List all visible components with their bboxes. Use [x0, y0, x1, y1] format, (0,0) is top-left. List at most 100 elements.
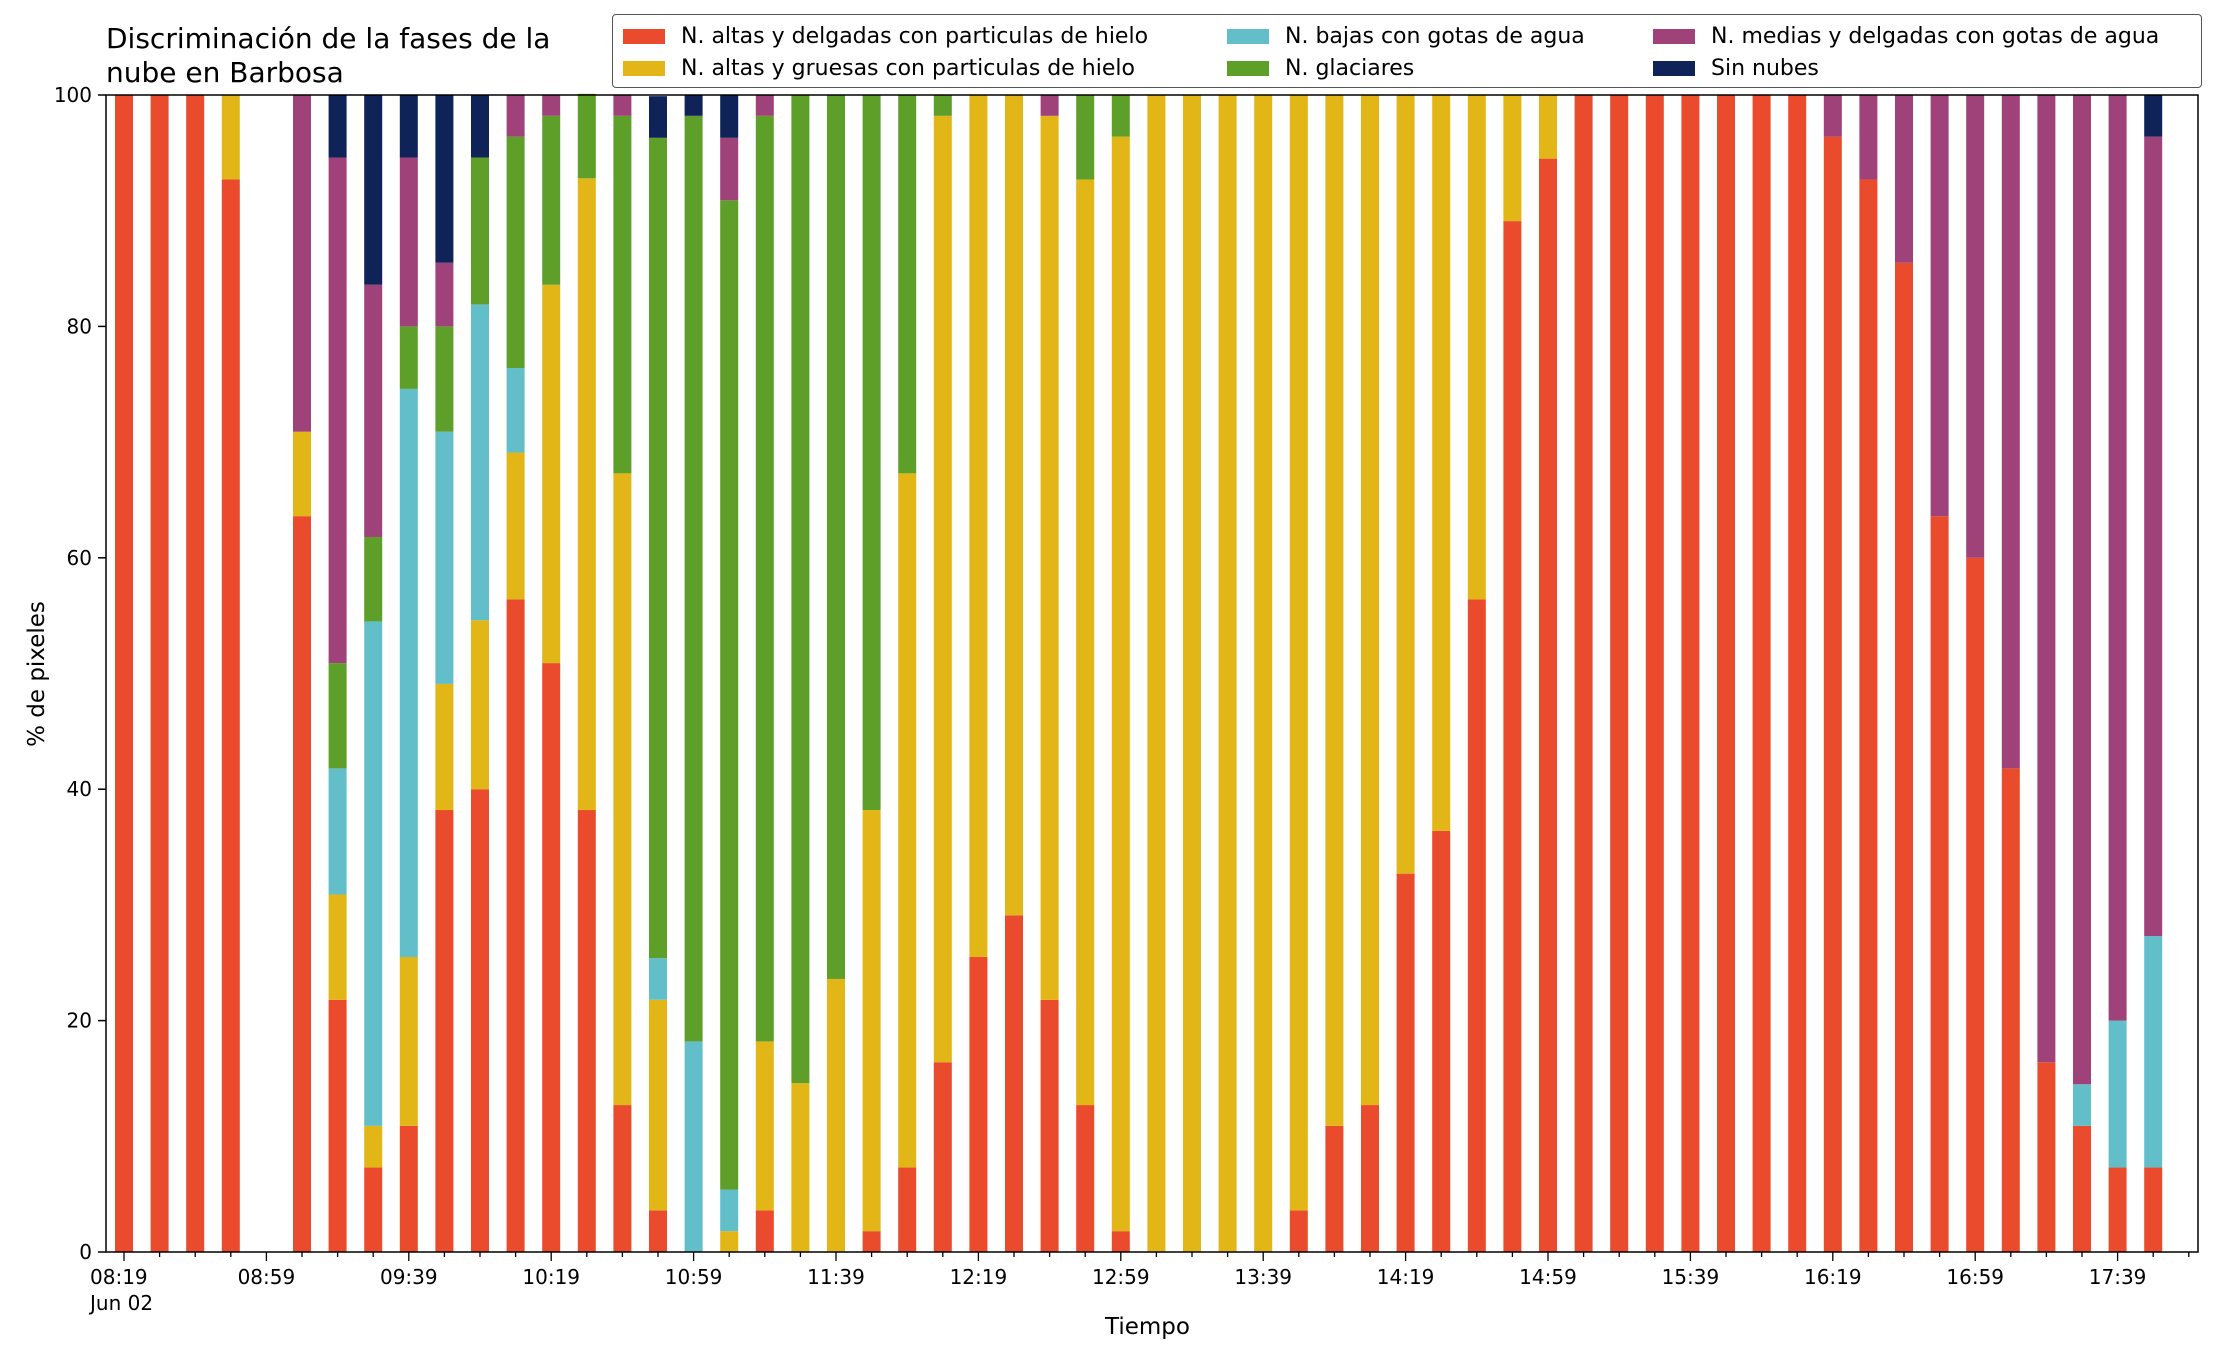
bar-segment	[898, 1167, 917, 1252]
bar-segment	[1503, 221, 1522, 1253]
bar-segment	[1823, 136, 1842, 1252]
bar-segment	[1895, 95, 1913, 263]
bar-segment	[1432, 830, 1451, 1252]
bar-segment	[221, 95, 240, 180]
bar-segment	[2108, 95, 2127, 1021]
x-tick-label: 16:59	[1946, 1265, 2004, 1289]
bar-segment	[1361, 95, 1379, 1106]
bar-segment	[649, 137, 667, 959]
bar-segment	[684, 1041, 703, 1252]
bar-segment	[898, 473, 917, 1168]
bar-segment	[506, 599, 525, 1252]
bar-segment	[1432, 95, 1451, 831]
bar-segment	[150, 95, 169, 1252]
bar-segment	[1467, 599, 1486, 1252]
bar-segment	[1076, 1105, 1095, 1252]
bar-segment	[1361, 1105, 1379, 1252]
y-axis-title: % de pixeles	[24, 601, 50, 747]
x-tick-label: 09:39	[380, 1265, 438, 1289]
x-axis: 08:19 Jun 02 08:59 09:39 10:19 10:59 11:39 12:1…	[88, 1252, 2190, 1315]
bar-segment	[1040, 115, 1059, 1000]
legend-label: Sin nubes	[1711, 55, 1819, 81]
bar-segment	[2108, 1167, 2127, 1252]
bar-segment	[2108, 1020, 2127, 1168]
bar-segment	[2037, 1062, 2056, 1252]
bar-segment	[293, 516, 311, 1252]
bar-segment	[2001, 768, 2020, 1252]
bar-segment	[755, 1210, 774, 1252]
bar-segment	[1396, 95, 1415, 874]
bar-segment	[1111, 136, 1130, 1232]
bar-segment	[1539, 158, 1557, 1252]
bar-segment	[399, 388, 418, 957]
legend-label: N. medias y delgadas con gotas de agua	[1711, 23, 2160, 49]
bar-segment	[969, 956, 988, 1252]
bar-segment	[1966, 557, 1985, 1252]
bar-segment	[2001, 95, 2020, 769]
bar-segment	[399, 157, 418, 327]
legend-swatch	[1227, 28, 1269, 44]
bar-segment	[791, 95, 810, 1084]
bar-segment	[364, 284, 383, 537]
bar-segment	[649, 1210, 667, 1252]
bar-segment	[399, 95, 418, 158]
legend-label: N. altas y gruesas con particulas de hie…	[681, 55, 1135, 81]
bar-segment	[471, 789, 489, 1252]
bar-segment	[577, 810, 596, 1252]
bar-segment	[1539, 95, 1557, 159]
bar-segment	[1254, 95, 1273, 1252]
bar-segment	[684, 95, 703, 116]
bar-segment	[1005, 915, 1023, 1252]
bar-segment	[1752, 95, 1771, 1252]
bar-segment	[1895, 262, 1913, 1252]
bar-segment	[221, 179, 240, 1253]
bar-segment	[1859, 179, 1878, 1253]
bar-segment	[471, 620, 489, 790]
bar-segment	[328, 999, 347, 1252]
bar-segment	[2144, 1167, 2163, 1252]
bar-segment	[1574, 95, 1593, 1252]
x-tick-label: 15:39	[1662, 1265, 1720, 1289]
bar-segment	[577, 93, 596, 179]
bar-segment	[1717, 95, 1735, 1252]
x-tick-label: 10:59	[665, 1265, 723, 1289]
bar-segment	[435, 326, 454, 432]
bar-segment	[471, 304, 489, 621]
bar-segment	[2073, 1125, 2091, 1252]
bar-segment	[328, 768, 347, 895]
bar-segment	[1325, 95, 1344, 1126]
bar-segment	[577, 178, 596, 811]
bar-segment	[2073, 95, 2091, 1085]
legend-label: N. glaciares	[1285, 55, 1415, 81]
bar-segment	[399, 1125, 418, 1252]
bar-segment	[720, 200, 739, 1190]
legend-item: Sin nubes	[1653, 55, 1819, 81]
bar-segment	[862, 810, 881, 1232]
y-tick-label: 80	[67, 314, 92, 338]
bar-segment	[1325, 1125, 1344, 1252]
x-tick-label: 08:19 Jun 02	[88, 1265, 153, 1315]
bar-segment	[1503, 95, 1522, 222]
bar-segment	[328, 894, 347, 1000]
x-tick-label: 12:19	[950, 1265, 1008, 1289]
bar-segment	[1005, 95, 1023, 916]
bar-segment	[862, 1231, 881, 1252]
bar-segment	[1610, 95, 1629, 1252]
bar-segment	[1040, 999, 1059, 1252]
bar-segment	[613, 473, 632, 1106]
legend-swatch	[1653, 60, 1695, 76]
bar-segment	[293, 95, 311, 432]
bar-segment	[542, 115, 561, 285]
bar-segment	[1111, 1231, 1130, 1252]
bar-segment	[720, 95, 739, 138]
bar-segment	[1289, 1210, 1308, 1252]
bar-segment	[328, 663, 347, 769]
bar-segment	[898, 95, 917, 474]
legend-swatch	[623, 60, 665, 76]
bar-segment	[933, 1062, 952, 1252]
x-axis-title: Tiempo	[1105, 1314, 1190, 1340]
bar-segment	[1111, 95, 1130, 137]
x-tick-label: 16:19	[1804, 1265, 1862, 1289]
x-tick-label: 14:19	[1377, 1265, 1435, 1289]
